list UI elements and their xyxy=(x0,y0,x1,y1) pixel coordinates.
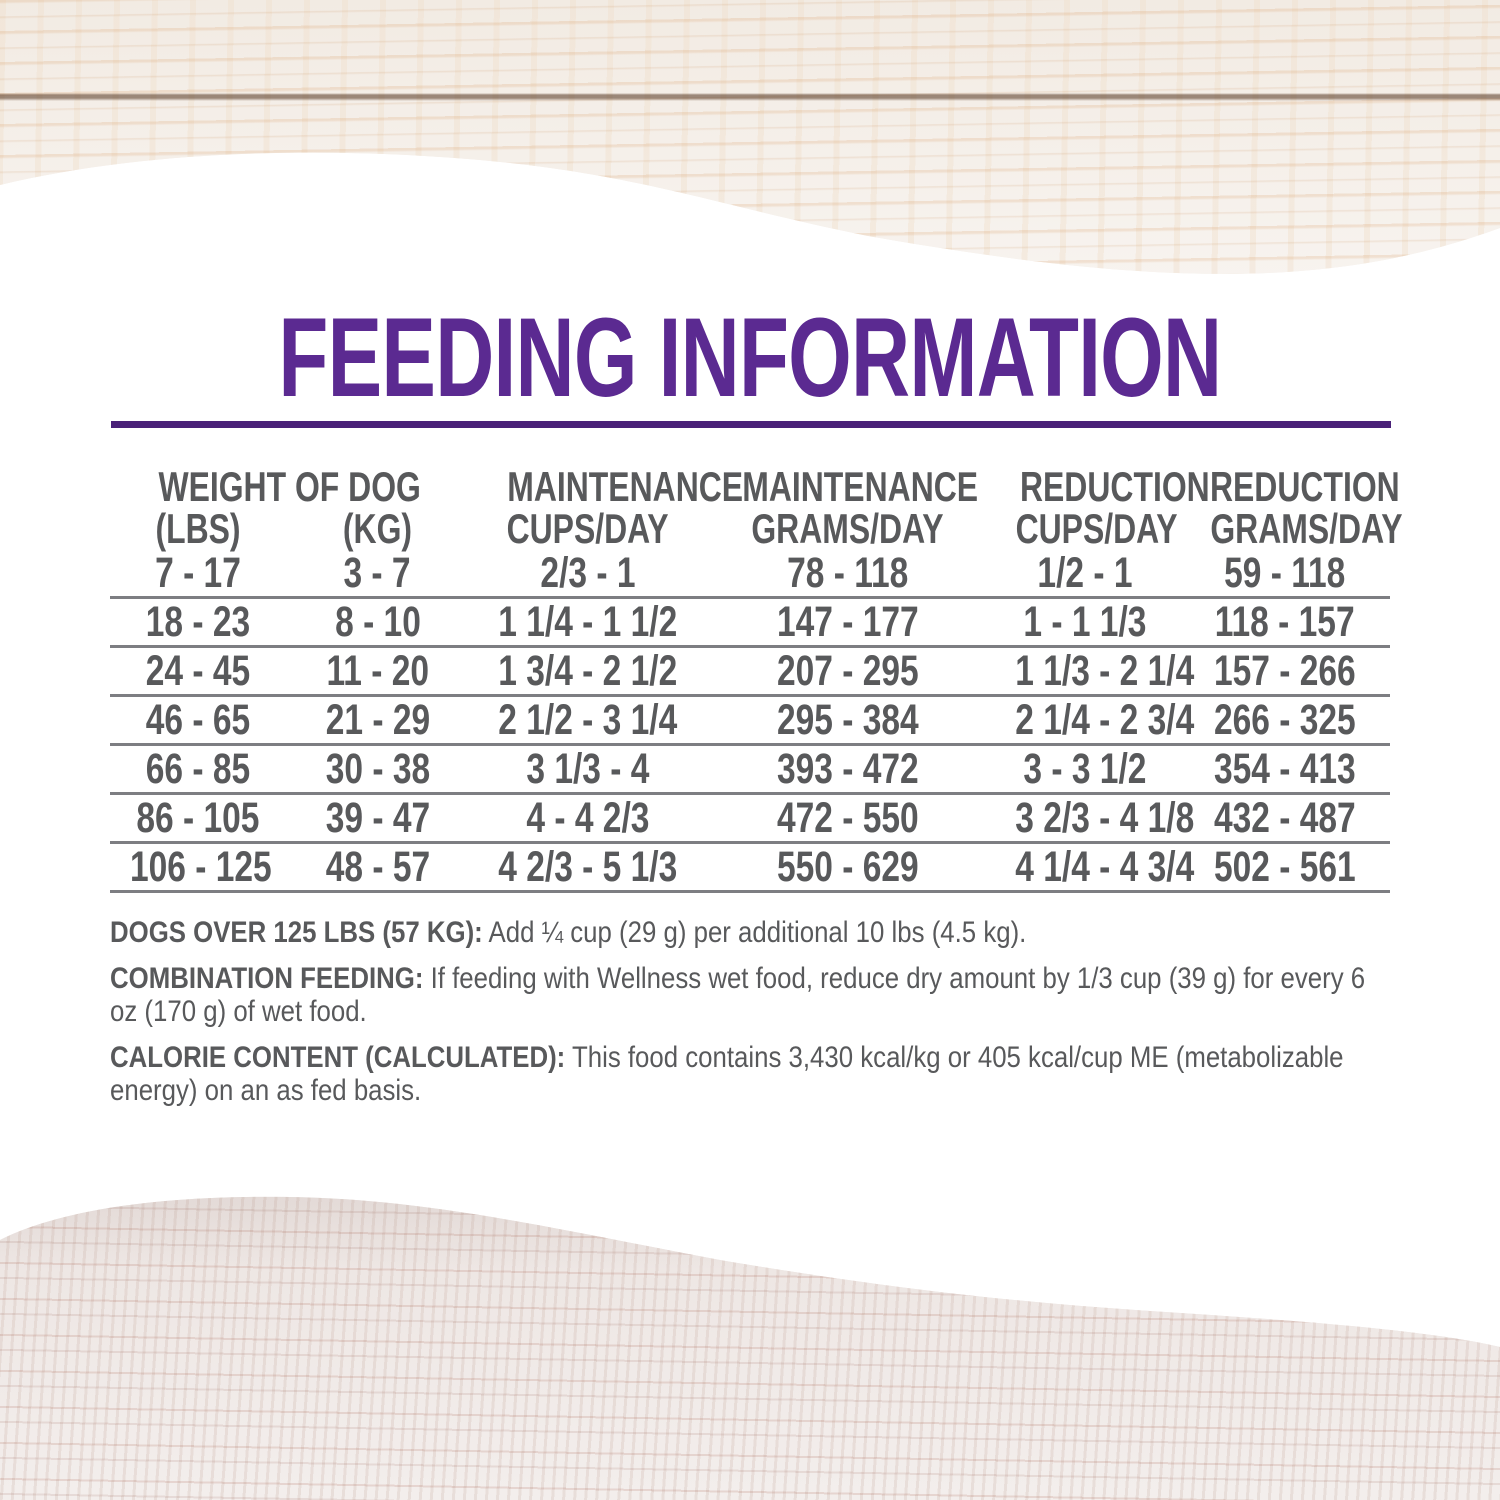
table-row: 46 - 65 21 - 29 2 1/2 - 3 1/4 295 - 384 2 1/… xyxy=(110,697,1390,746)
table-cell: 1/2 - 1 xyxy=(1037,549,1133,597)
table-cell: 1 3/4 - 2 1/2 xyxy=(497,647,678,695)
table-cell: 1 1/3 - 2 1/4 xyxy=(1015,647,1195,695)
col-header-reduction-cups: REDUCTION xyxy=(1019,463,1210,510)
page-title: FEEDING INFORMATION xyxy=(0,302,1500,414)
table-cell: 66 - 85 xyxy=(145,745,250,793)
page-title-text: FEEDING INFORMATION xyxy=(278,295,1223,420)
table-cell: 550 - 629 xyxy=(776,843,919,891)
table-cell: 2/3 - 1 xyxy=(539,549,636,597)
table-cell: 7 - 17 xyxy=(154,549,241,597)
table-cell: 472 - 550 xyxy=(776,794,919,842)
table-cell: 118 - 157 xyxy=(1215,598,1355,646)
table-cell: 4 1/4 - 4 3/4 xyxy=(1015,843,1195,891)
table-cell: 3 1/3 - 4 xyxy=(525,745,650,793)
feeding-note: DOGS OVER 125 LBS (57 KG): Add ¼ cup (29… xyxy=(110,916,1388,949)
table-cell: 157 - 266 xyxy=(1214,647,1356,695)
table-cell: 393 - 472 xyxy=(776,745,919,793)
table-cell: 502 - 561 xyxy=(1214,843,1356,891)
table-row: 66 - 85 30 - 38 3 1/3 - 4 393 - 472 3 - 3 1/… xyxy=(110,746,1390,795)
table-cell: 24 - 45 xyxy=(145,647,250,695)
table-cell: 207 - 295 xyxy=(776,647,919,695)
table-cell: 354 - 413 xyxy=(1214,745,1356,793)
feeding-note-label: DOGS OVER 125 LBS (57 KG): xyxy=(110,916,483,949)
table-row: 106 - 125 48 - 57 4 2/3 - 5 1/3 550 - 629 4 … xyxy=(110,844,1390,893)
table-cell: 2 1/2 - 3 1/4 xyxy=(497,696,678,744)
table-cell: 78 - 118 xyxy=(786,549,909,597)
col-subheader-kg: (KG) xyxy=(342,505,413,552)
table-cell: 86 - 105 xyxy=(135,794,260,842)
col-header-reduction-grams: REDUCTION xyxy=(1209,463,1400,510)
col-subheader-maintenance-cups-day: CUPS/DAY xyxy=(506,505,669,552)
col-subheader-lbs: (LBS) xyxy=(154,505,241,552)
table-row: 18 - 23 8 - 10 1 1/4 - 1 1/2 147 - 177 1 - 1… xyxy=(110,599,1390,648)
table-cell: 21 - 29 xyxy=(325,696,430,744)
col-subheader-reduction-grams-day: GRAMS/DAY xyxy=(1210,505,1403,552)
table-cell: 2 1/4 - 2 3/4 xyxy=(1015,696,1195,744)
table-cell: 39 - 47 xyxy=(325,794,430,842)
table-cell: 432 - 487 xyxy=(1214,794,1356,842)
wood-texture-top xyxy=(0,0,1500,300)
table-cell: 59 - 118 xyxy=(1224,549,1346,597)
feeding-note-label: COMBINATION FEEDING: xyxy=(110,962,424,995)
table-cell: 1 - 1 1/3 xyxy=(1023,598,1147,646)
table-cell: 106 - 125 xyxy=(129,843,272,891)
feeding-note: COMBINATION FEEDING: If feeding with Wel… xyxy=(110,962,1388,1028)
table-cell: 295 - 384 xyxy=(776,696,919,744)
table-row: 7 - 17 3 - 7 2/3 - 1 78 - 118 1/2 - 1 59 - 11… xyxy=(110,550,1390,599)
table-row: 24 - 45 11 - 20 1 3/4 - 2 1/2 207 - 295 1 1/… xyxy=(110,648,1390,697)
table-cell: 4 2/3 - 5 1/3 xyxy=(497,843,678,891)
feeding-note: CALORIE CONTENT (CALCULATED): This food … xyxy=(110,1041,1388,1107)
table-header-row-1: WEIGHT OF DOG MAINTENANCE MAINTENANCE RE… xyxy=(110,463,1400,510)
table-cell: 30 - 38 xyxy=(325,745,430,793)
col-subheader-reduction-cups-day: CUPS/DAY xyxy=(1015,505,1178,552)
table-header-row-2: (LBS) (KG) CUPS/DAY GRAMS/DAY CUPS/DAY G… xyxy=(110,505,1403,552)
table-cell: 11 - 20 xyxy=(326,647,429,695)
table-cell: 3 2/3 - 4 1/8 xyxy=(1015,794,1195,842)
col-header-maintenance-grams: MAINTENANCE xyxy=(742,463,979,510)
table-body: 7 - 17 3 - 7 2/3 - 1 78 - 118 1/2 - 1 59 - 11… xyxy=(110,550,1390,893)
table-cell: 3 - 7 xyxy=(343,549,412,597)
table-cell: 147 - 177 xyxy=(776,598,919,646)
table-cell: 266 - 325 xyxy=(1214,696,1356,744)
col-subheader-maintenance-grams-day: GRAMS/DAY xyxy=(751,505,944,552)
table-cell: 18 - 23 xyxy=(145,598,250,646)
table-row: 86 - 105 39 - 47 4 - 4 2/3 472 - 550 3 2/3 -… xyxy=(110,795,1390,844)
feeding-note-label: CALORIE CONTENT (CALCULATED): xyxy=(110,1041,566,1074)
wood-texture-bottom xyxy=(0,1180,1500,1500)
feeding-note-text: This food contains 3,430 kcal/kg or 405 … xyxy=(110,1041,1344,1107)
table-cell: 3 - 3 1/2 xyxy=(1023,745,1147,793)
table-header: WEIGHT OF DOG MAINTENANCE MAINTENANCE RE… xyxy=(110,463,1403,552)
feeding-table: WEIGHT OF DOG MAINTENANCE MAINTENANCE RE… xyxy=(110,463,1403,893)
title-underline xyxy=(111,421,1391,428)
table-cell: 46 - 65 xyxy=(145,696,250,744)
table-cell: 48 - 57 xyxy=(325,843,430,891)
table-cell: 8 - 10 xyxy=(334,598,421,646)
col-header-weight-of-dog: WEIGHT OF DOG xyxy=(158,463,422,510)
table-cell: 1 1/4 - 1 1/2 xyxy=(497,598,678,646)
col-header-maintenance-cups: MAINTENANCE xyxy=(507,463,744,510)
feeding-notes: DOGS OVER 125 LBS (57 KG): Add ¼ cup (29… xyxy=(110,916,1500,1120)
feeding-note-text: Add ¼ cup (29 g) per additional 10 lbs (… xyxy=(488,916,1027,949)
table-cell: 4 - 4 2/3 xyxy=(525,794,650,842)
feeding-note-text: If feeding with Wellness wet food, reduc… xyxy=(110,962,1366,1028)
